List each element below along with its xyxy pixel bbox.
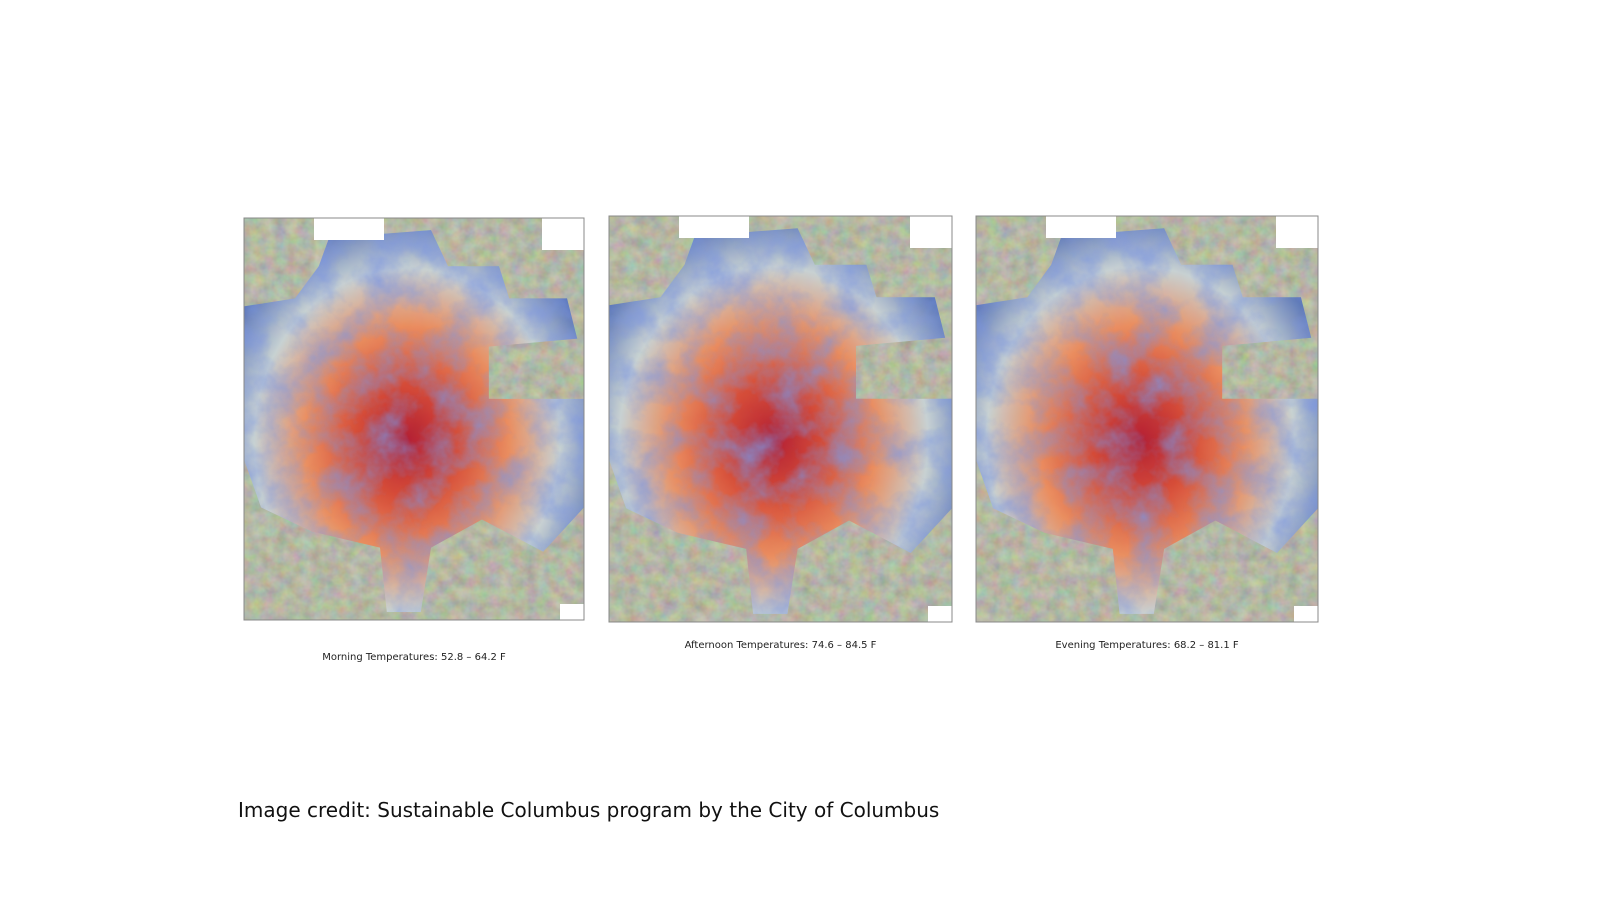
map-panel (243, 217, 585, 621)
white-corner (928, 606, 952, 622)
white-corner (1046, 216, 1116, 238)
image-credit: Image credit: Sustainable Columbus progr… (238, 798, 939, 822)
map-caption: Afternoon Temperatures: 74.6 – 84.5 F (685, 640, 877, 651)
map-border (608, 215, 953, 623)
map-caption: Morning Temperatures: 52.8 – 64.2 F (322, 652, 506, 663)
white-corner (314, 218, 384, 240)
white-corner (542, 218, 584, 250)
white-corner (1276, 216, 1318, 248)
white-corner (910, 216, 952, 248)
map-border (975, 215, 1319, 623)
white-corner (679, 216, 749, 238)
white-corner (1294, 606, 1318, 622)
map-panel (975, 215, 1319, 623)
map-panel (608, 215, 953, 623)
map-border (243, 217, 585, 621)
map-caption: Evening Temperatures: 68.2 – 81.1 F (1055, 640, 1239, 651)
white-corner (560, 604, 584, 620)
